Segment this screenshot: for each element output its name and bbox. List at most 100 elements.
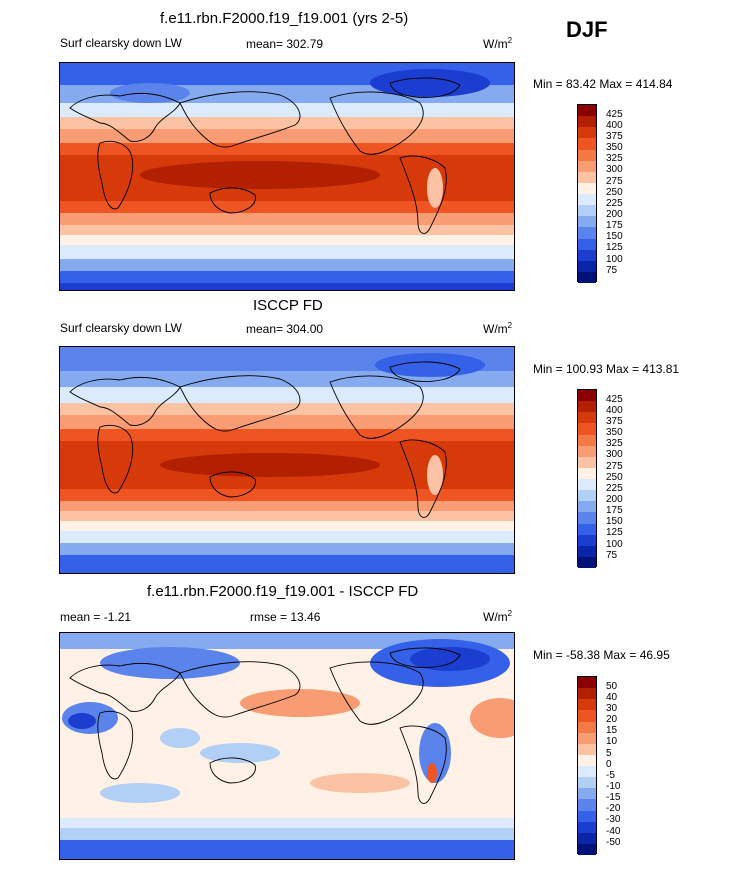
colorbar-tick-label: 275 xyxy=(606,176,623,187)
panel1-colorbar-bin xyxy=(578,260,596,272)
panel3-colorbar-bin xyxy=(578,843,596,855)
panel3-map-canvas xyxy=(60,633,514,859)
panel3-colorbar-bin xyxy=(578,777,596,789)
panel2-colorbar-bin xyxy=(578,479,596,491)
colorbar-tick-label: -10 xyxy=(606,781,621,792)
panel3-colorbar-bin xyxy=(578,677,596,689)
season-label: DJF xyxy=(566,17,608,42)
panel1-map xyxy=(59,62,515,291)
colorbar-tick-label: 325 xyxy=(606,438,623,449)
panel2-colorbar-bin xyxy=(578,490,596,502)
panel2-colorbar-bin xyxy=(578,545,596,557)
panel2-colorbar-bin xyxy=(578,434,596,446)
colorbar-tick-label: 400 xyxy=(606,120,623,131)
panel3-colorbar-bin xyxy=(578,810,596,822)
colorbar-tick-label: -50 xyxy=(606,837,621,848)
panel1-units: W/m2 xyxy=(483,36,513,51)
colorbar-tick-label: 50 xyxy=(606,681,618,692)
panel2-title: ISCCP FD xyxy=(253,297,323,314)
panel1-colorbar xyxy=(577,104,597,283)
colorbar-tick-label: -30 xyxy=(606,814,621,825)
panel2-colorbar-bin xyxy=(578,401,596,413)
panel3-colorbar-bin xyxy=(578,766,596,778)
panel3-colorbar-bin xyxy=(578,710,596,722)
panel2-mean-label: mean= 304.00 xyxy=(246,322,324,336)
colorbar-tick-label: -40 xyxy=(606,826,621,837)
panel3-colorbar-bin xyxy=(578,699,596,711)
colorbar-tick-label: 225 xyxy=(606,483,623,494)
panel2-colorbar-bin xyxy=(578,456,596,468)
panel3-mean-label: mean = -1.21 xyxy=(60,610,132,624)
panel3-colorbar-bin xyxy=(578,821,596,833)
panel2-colorbar-bin xyxy=(578,523,596,535)
colorbar-tick-label: 0 xyxy=(606,759,612,770)
panel1-colorbar-bin xyxy=(578,216,596,228)
colorbar-tick-label: 300 xyxy=(606,449,623,460)
panel3-units: W/m2 xyxy=(483,609,513,624)
colorbar-tick-label: 175 xyxy=(606,505,623,516)
panel2-colorbar-bin xyxy=(578,423,596,435)
panel1-colorbar-bin xyxy=(578,205,596,217)
panel1-colorbar-bin xyxy=(578,138,596,150)
colorbar-tick-label: 350 xyxy=(606,142,623,153)
panel2-colorbar-bin xyxy=(578,467,596,479)
panel1-variable-label: Surf clearsky down LW xyxy=(60,36,182,50)
colorbar-tick-label: 150 xyxy=(606,516,623,527)
panel3-colorbar-bin xyxy=(578,743,596,755)
panel3-colorbar-bin xyxy=(578,832,596,844)
colorbar-tick-label: 425 xyxy=(606,109,623,120)
colorbar-tick-label: 40 xyxy=(606,692,618,703)
panel2-map-canvas xyxy=(60,347,514,573)
colorbar-tick-label: 30 xyxy=(606,703,618,714)
colorbar-tick-label: 275 xyxy=(606,461,623,472)
colorbar-tick-label: 325 xyxy=(606,153,623,164)
panel3-minmax: Min = -58.38 Max = 46.95 xyxy=(533,648,670,662)
panel1-colorbar-bin xyxy=(578,238,596,250)
panel2-colorbar-bin xyxy=(578,412,596,424)
colorbar-tick-label: 125 xyxy=(606,527,623,538)
panel1-colorbar-bin xyxy=(578,249,596,261)
panel1-colorbar-bin xyxy=(578,194,596,206)
panel1-colorbar-bin xyxy=(578,116,596,128)
colorbar-tick-label: 75 xyxy=(606,265,618,276)
colorbar-tick-label: 250 xyxy=(606,472,623,483)
colorbar-tick-label: -15 xyxy=(606,792,621,803)
panel1-minmax: Min = 83.42 Max = 414.84 xyxy=(533,77,673,91)
panel1-colorbar-bin xyxy=(578,127,596,139)
colorbar-tick-label: 200 xyxy=(606,494,623,505)
colorbar-tick-label: -20 xyxy=(606,803,621,814)
panel3-map xyxy=(59,632,515,860)
colorbar-tick-label: 250 xyxy=(606,187,623,198)
colorbar-tick-label: -5 xyxy=(606,770,615,781)
colorbar-tick-label: 375 xyxy=(606,131,623,142)
colorbar-tick-label: 15 xyxy=(606,725,618,736)
colorbar-tick-label: 200 xyxy=(606,209,623,220)
panel2-variable-label: Surf clearsky down LW xyxy=(60,321,182,335)
colorbar-tick-label: 100 xyxy=(606,254,623,265)
panel2-minmax: Min = 100.93 Max = 413.81 xyxy=(533,362,680,376)
colorbar-tick-label: 175 xyxy=(606,220,623,231)
panel3-colorbar-bin xyxy=(578,688,596,700)
colorbar-tick-label: 150 xyxy=(606,231,623,242)
panel2-colorbar-bin xyxy=(578,534,596,546)
panel2-colorbar xyxy=(577,389,597,568)
panel1-map-canvas xyxy=(60,63,514,290)
panel2-colorbar-bin xyxy=(578,501,596,513)
colorbar-tick-label: 10 xyxy=(606,736,618,747)
panel3-colorbar-bin xyxy=(578,788,596,800)
panel3-colorbar xyxy=(577,676,597,855)
colorbar-tick-label: 225 xyxy=(606,198,623,209)
panel1-colorbar-bin xyxy=(578,105,596,117)
panel3-colorbar-bin xyxy=(578,732,596,744)
panel2-colorbar-bin xyxy=(578,512,596,524)
panel3-colorbar-bin xyxy=(578,799,596,811)
colorbar-tick-label: 425 xyxy=(606,394,623,405)
colorbar-tick-label: 400 xyxy=(606,405,623,416)
panel2-units: W/m2 xyxy=(483,321,513,336)
panel3-rmse-label: rmse = 13.46 xyxy=(250,610,321,624)
panel1-title: f.e11.rbn.F2000.f19_f19.001 (yrs 2-5) xyxy=(160,10,409,27)
panel2-colorbar-bin xyxy=(578,390,596,402)
panel1-colorbar-bin xyxy=(578,160,596,172)
panel2-colorbar-bin xyxy=(578,445,596,457)
colorbar-tick-label: 350 xyxy=(606,427,623,438)
